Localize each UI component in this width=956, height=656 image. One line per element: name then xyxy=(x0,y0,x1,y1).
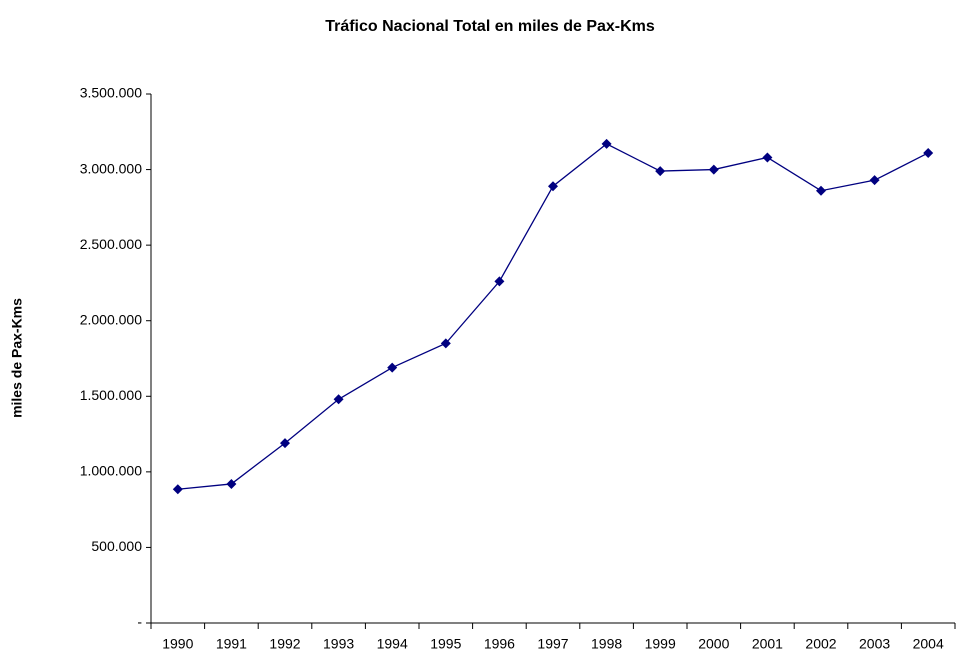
x-tick-label: 2001 xyxy=(752,636,783,652)
marker xyxy=(226,478,237,489)
line xyxy=(177,143,929,490)
marker xyxy=(387,362,398,373)
y-tick-label: 1.000.000 xyxy=(80,463,142,479)
chart-title: Tráfico Nacional Total en miles de Pax-K… xyxy=(325,18,655,35)
x-tick-label: 1993 xyxy=(323,636,354,652)
y-tick-label: - xyxy=(137,614,142,630)
marker xyxy=(333,394,344,405)
marker xyxy=(494,276,505,287)
marker xyxy=(601,138,612,149)
x-tick-label: 1999 xyxy=(645,636,676,652)
marker xyxy=(655,166,666,177)
x-tick-label: 2003 xyxy=(859,636,890,652)
marker xyxy=(869,175,880,186)
x-tick-label: 1995 xyxy=(430,636,461,652)
x-tick-label: 1991 xyxy=(216,636,247,652)
y-tick-label: 2.500.000 xyxy=(80,236,142,252)
x-tick-label: 1992 xyxy=(269,636,300,652)
marker xyxy=(762,152,773,163)
marker xyxy=(440,338,451,349)
marker xyxy=(708,164,719,175)
x-tick-label: 1990 xyxy=(162,636,193,652)
x-tick-label: 1998 xyxy=(591,636,622,652)
marker xyxy=(923,147,934,158)
y-tick-label: 1.500.000 xyxy=(80,387,142,403)
x-tick-label: 2002 xyxy=(805,636,836,652)
x-tick-label: 2004 xyxy=(913,636,944,652)
marker xyxy=(172,484,183,495)
x-tick-label: 1997 xyxy=(537,636,568,652)
marker xyxy=(548,181,558,192)
marker xyxy=(280,438,290,449)
x-tick-label: 1994 xyxy=(377,636,408,652)
y-tick-label: 500.000 xyxy=(91,538,142,554)
y-tick-label: 3.000.000 xyxy=(80,160,142,176)
marker xyxy=(816,185,826,196)
y-axis-label: miles de Pax-Kms xyxy=(9,298,25,418)
x-tick-label: 1996 xyxy=(484,636,515,652)
x-tick-label: 2000 xyxy=(698,636,729,652)
y-tick-label: 3.500.000 xyxy=(80,85,142,101)
y-tick-label: 2.000.000 xyxy=(80,311,142,327)
